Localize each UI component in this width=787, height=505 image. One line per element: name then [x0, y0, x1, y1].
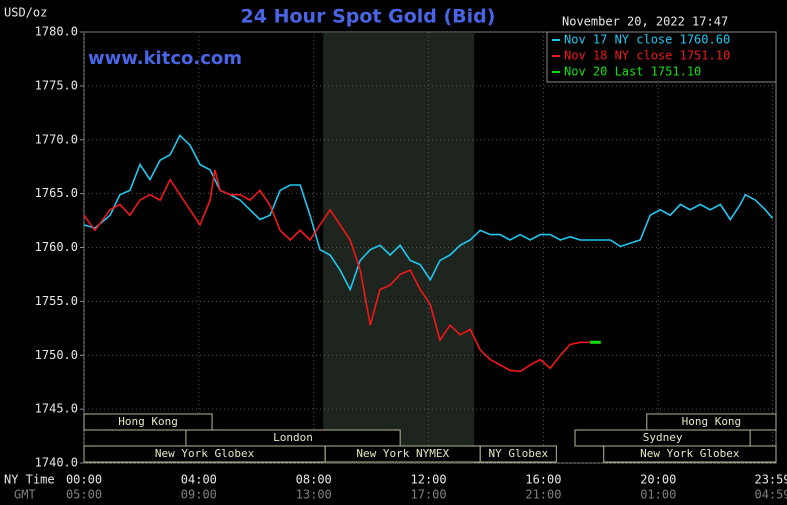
gmt-tick-label: 17:00: [411, 488, 447, 502]
y-tick-label: 1745.0: [35, 402, 78, 416]
highlight-band: [323, 33, 475, 463]
session-label: New York Globex: [640, 447, 740, 460]
x-row-label: GMT: [14, 488, 36, 502]
session-label: Hong Kong: [682, 415, 742, 428]
y-tick-label: 1740.0: [35, 456, 78, 470]
legend-label: Nov 17 NY close 1760.60: [564, 33, 730, 47]
series-line: [83, 134, 774, 292]
legend-label: Nov 18 NY close 1751.10: [564, 49, 730, 63]
session-label: London: [273, 431, 313, 444]
y-axis-label: USD/oz: [4, 6, 47, 20]
session-label: New York NYMEX: [356, 447, 449, 460]
session-label: Hong Kong: [118, 415, 178, 428]
session-label: NY Globex: [488, 447, 548, 460]
y-tick-label: 1770.0: [35, 132, 78, 146]
gmt-tick-label: 13:00: [296, 488, 332, 502]
series-line: [83, 169, 591, 373]
y-tick-label: 1775.0: [35, 78, 78, 92]
x-row-label: NY Time: [4, 473, 55, 487]
watermark: www.kitco.com: [88, 48, 242, 69]
y-tick-label: 1750.0: [35, 348, 78, 362]
gmt-tick-label: 01:00: [640, 488, 676, 502]
chart-title: 24 Hour Spot Gold (Bid): [241, 6, 496, 28]
y-tick-label: 1755.0: [35, 294, 78, 308]
gmt-tick-label: 09:00: [181, 488, 217, 502]
x-tick-label: 04:00: [181, 473, 217, 487]
gmt-tick-label: 21:00: [525, 488, 561, 502]
session-bar: [603, 445, 777, 463]
gmt-tick-label: 05:00: [66, 488, 102, 502]
x-tick-label: 12:00: [411, 473, 447, 487]
y-tick-label: 1780.0: [35, 25, 78, 39]
session-label: Sydney: [643, 431, 683, 444]
x-tick-label: 00:00: [66, 473, 102, 487]
y-tick-label: 1765.0: [35, 186, 78, 200]
x-tick-label: 16:00: [525, 473, 561, 487]
x-tick-label: 08:00: [296, 473, 332, 487]
legend-label: Nov 20 Last 1751.10: [564, 65, 701, 79]
legend-box: [546, 31, 777, 83]
y-tick-label: 1760.0: [35, 240, 78, 254]
session-bar: [83, 413, 213, 431]
x-tick-label: 20:00: [640, 473, 676, 487]
session-bar: [479, 445, 557, 463]
x-tick-label: 23:59: [754, 473, 787, 487]
timestamp: November 20, 2022 17:47: [562, 15, 728, 29]
gmt-tick-label: 04:59: [754, 488, 787, 502]
session-label: New York Globex: [155, 447, 255, 460]
